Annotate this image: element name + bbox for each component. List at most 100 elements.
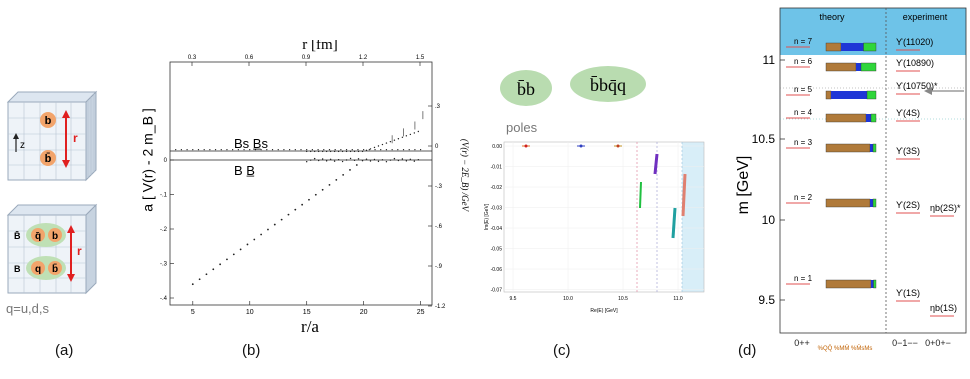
mm-bar bbox=[841, 43, 864, 51]
data-point bbox=[305, 150, 308, 153]
data-point bbox=[381, 159, 384, 161]
data-point bbox=[393, 139, 396, 141]
qq-bar bbox=[825, 279, 872, 289]
data-point bbox=[237, 149, 239, 151]
c-y-tick: -0.02 bbox=[491, 185, 503, 191]
msms-bar bbox=[873, 279, 877, 289]
caption-b: (b) bbox=[242, 342, 261, 359]
x-tick-label: 25 bbox=[417, 309, 425, 316]
bs-label: Bs B̲s bbox=[234, 136, 268, 151]
data-point bbox=[385, 161, 388, 163]
data-point bbox=[365, 149, 368, 152]
data-point bbox=[232, 149, 234, 151]
c-y-tick: -0.07 bbox=[491, 288, 503, 294]
data-point bbox=[205, 273, 208, 276]
panel-c: b̄b b̄bq̄q poles 9.5 10.0 10.5 11.0 0.00 -0.0… bbox=[480, 50, 720, 340]
data-point bbox=[349, 169, 351, 171]
data-point bbox=[380, 149, 382, 151]
data-point bbox=[341, 150, 344, 153]
right-tick-label: -1.2 bbox=[435, 304, 446, 310]
data-point bbox=[308, 198, 310, 201]
experiment-state-label: ηb(1S) bbox=[930, 303, 957, 313]
lattice-cube-bottom bbox=[6, 203, 98, 295]
data-point bbox=[408, 149, 410, 151]
data-point bbox=[373, 158, 376, 161]
caption-d: (d) bbox=[738, 342, 757, 359]
data-point bbox=[246, 243, 249, 246]
mass-tick-label: 10.5 bbox=[752, 132, 776, 146]
top-tick-label: 0.9 bbox=[302, 55, 311, 61]
right-tick-label: .3 bbox=[435, 104, 441, 110]
data-point bbox=[309, 150, 312, 153]
light-quark-label: q bbox=[35, 264, 41, 275]
data-point bbox=[345, 159, 348, 161]
data-point bbox=[337, 150, 340, 153]
experiment-state-label: ϒ(4S) bbox=[896, 108, 920, 118]
x-tick-label: 15 bbox=[303, 309, 311, 316]
b-antiquark-label: b̄ bbox=[52, 263, 58, 275]
data-point bbox=[337, 158, 340, 161]
data-point bbox=[313, 150, 316, 153]
level-label: n = 3 bbox=[794, 138, 813, 147]
data-point bbox=[401, 158, 404, 160]
caption-c: (c) bbox=[553, 342, 571, 359]
data-point bbox=[409, 133, 412, 136]
data-point bbox=[369, 160, 372, 162]
data-point bbox=[361, 150, 364, 153]
c-y-tick: -0.05 bbox=[491, 247, 503, 253]
data-point bbox=[345, 150, 348, 153]
distance-label: r bbox=[73, 131, 78, 145]
data-point bbox=[374, 149, 376, 151]
msms-bar bbox=[872, 198, 877, 208]
level-label: n = 6 bbox=[794, 57, 813, 66]
data-point bbox=[353, 159, 356, 162]
data-point bbox=[220, 149, 222, 151]
c-y-tick: -0.06 bbox=[491, 267, 503, 273]
data-point bbox=[287, 213, 290, 216]
msms-bar bbox=[870, 113, 877, 123]
data-point bbox=[294, 149, 296, 151]
lattice-cube-top bbox=[6, 90, 98, 182]
data-point bbox=[197, 149, 200, 151]
flavor-label: q=u,d,s bbox=[6, 301, 50, 316]
x-tick-label: 10 bbox=[246, 309, 254, 316]
c-x-tick: 10.0 bbox=[563, 296, 573, 302]
y-tick-label: -.3 bbox=[160, 262, 168, 268]
data-point bbox=[306, 149, 308, 151]
poles-frame bbox=[503, 141, 705, 293]
data-point bbox=[239, 248, 242, 251]
b-antiquark bbox=[40, 150, 56, 166]
c-x-tick: 9.5 bbox=[510, 296, 517, 302]
theory-header: theory bbox=[819, 12, 845, 22]
tetraquark-bubble bbox=[570, 66, 646, 102]
data-point bbox=[266, 149, 268, 151]
data-point bbox=[355, 164, 358, 166]
pole-streak-cyan bbox=[671, 207, 677, 239]
y-tick-label: -.4 bbox=[160, 296, 168, 302]
distance-label-2: r bbox=[77, 244, 82, 258]
data-point bbox=[175, 149, 177, 151]
mass-tick-label: 10 bbox=[762, 213, 776, 227]
data-point bbox=[368, 149, 370, 151]
bubble1-label: b̄b bbox=[517, 79, 535, 99]
spectrum-frame bbox=[779, 7, 967, 334]
level-label: n = 5 bbox=[794, 85, 813, 94]
msms-bar bbox=[860, 62, 877, 72]
c-y-axis-label: Im(E) [GeV] bbox=[484, 203, 490, 230]
quark-label-b: b bbox=[45, 115, 52, 127]
data-point bbox=[192, 149, 194, 151]
experiment-state-label: ϒ(11020) bbox=[896, 37, 933, 47]
data-point bbox=[391, 149, 393, 151]
panel-b: r [fm] 0.3 0.6 0.9 1.2 1.5 5 10 15 20 25 0 -.1 -.2… bbox=[139, 37, 470, 340]
data-point bbox=[377, 145, 380, 147]
data-point bbox=[283, 149, 285, 151]
data-point bbox=[191, 283, 194, 286]
level-label: n = 2 bbox=[794, 193, 813, 202]
data-point bbox=[397, 159, 400, 162]
qq-bar bbox=[825, 42, 842, 52]
qq-bar bbox=[825, 90, 832, 100]
data-point bbox=[309, 159, 312, 161]
data-point bbox=[329, 150, 332, 153]
data-point bbox=[405, 135, 408, 137]
x-tick-label: 5 bbox=[191, 309, 195, 316]
